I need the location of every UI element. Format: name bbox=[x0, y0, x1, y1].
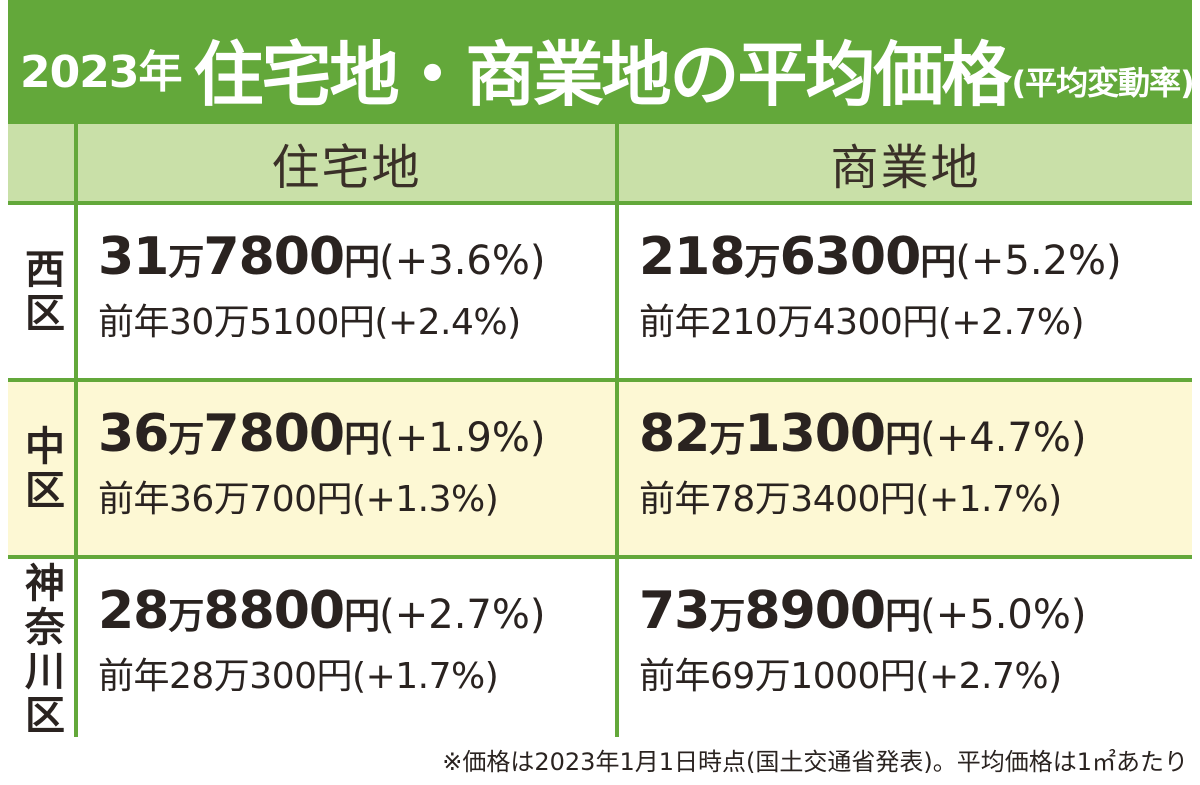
title-bar: 2023年 住宅地・商業地の平均価格 (平均変動率) bbox=[8, 0, 1195, 124]
cell-nishi-commercial: 218万6300円(+5.2%) 前年210万4300円(+2.7%) bbox=[619, 205, 1192, 378]
cell-kanagawa-commercial: 73万8900円(+5.0%) 前年69万1000円(+2.7%) bbox=[619, 559, 1192, 740]
previous-price: 前年69万1000円(+2.7%) bbox=[639, 656, 1062, 697]
current-price: 28万8800円(+2.7%) bbox=[98, 581, 546, 641]
current-price: 36万7800円(+1.9%) bbox=[98, 404, 546, 464]
current-price: 31万7800円(+3.6%) bbox=[98, 227, 546, 287]
row-label-naka: 中区 bbox=[8, 382, 74, 555]
current-price: 218万6300円(+5.2%) bbox=[639, 227, 1122, 287]
cell-naka-residential: 36万7800円(+1.9%) 前年36万700円(+1.3%) bbox=[78, 382, 615, 555]
row-label-nishi: 西区 bbox=[8, 205, 74, 378]
price-table-panel: 2023年 住宅地・商業地の平均価格 (平均変動率) 住宅地 商業地 西区 31… bbox=[8, 0, 1195, 740]
current-price: 82万1300円(+4.7%) bbox=[639, 404, 1087, 464]
previous-price: 前年78万3400円(+1.7%) bbox=[639, 479, 1062, 520]
row-label-kanagawa: 神奈川区 bbox=[8, 559, 74, 740]
previous-price: 前年210万4300円(+2.7%) bbox=[639, 302, 1085, 343]
previous-price: 前年36万700円(+1.3%) bbox=[98, 479, 499, 520]
title-main: 住宅地・商業地の平均価格 bbox=[193, 34, 1011, 116]
header-corner bbox=[8, 124, 74, 201]
header-residential: 住宅地 bbox=[78, 124, 615, 201]
cell-naka-commercial: 82万1300円(+4.7%) 前年78万3400円(+1.7%) bbox=[619, 382, 1192, 555]
cell-kanagawa-residential: 28万8800円(+2.7%) 前年28万300円(+1.7%) bbox=[78, 559, 615, 740]
title-year: 2023年 bbox=[20, 47, 182, 98]
previous-price: 前年28万300円(+1.7%) bbox=[98, 656, 499, 697]
current-price: 73万8900円(+5.0%) bbox=[639, 581, 1087, 641]
header-commercial: 商業地 bbox=[619, 124, 1192, 201]
previous-price: 前年30万5100円(+2.4%) bbox=[98, 302, 521, 343]
title-sub: (平均変動率) bbox=[1011, 64, 1194, 102]
cell-nishi-residential: 31万7800円(+3.6%) 前年30万5100円(+2.4%) bbox=[78, 205, 615, 378]
footnote: ※価格は2023年1月1日時点(国土交通省発表)。平均価格は1㎡あたり bbox=[442, 748, 1188, 776]
price-table: 住宅地 商業地 西区 31万7800円(+3.6%) 前年30万5100円(+2… bbox=[8, 124, 1192, 740]
